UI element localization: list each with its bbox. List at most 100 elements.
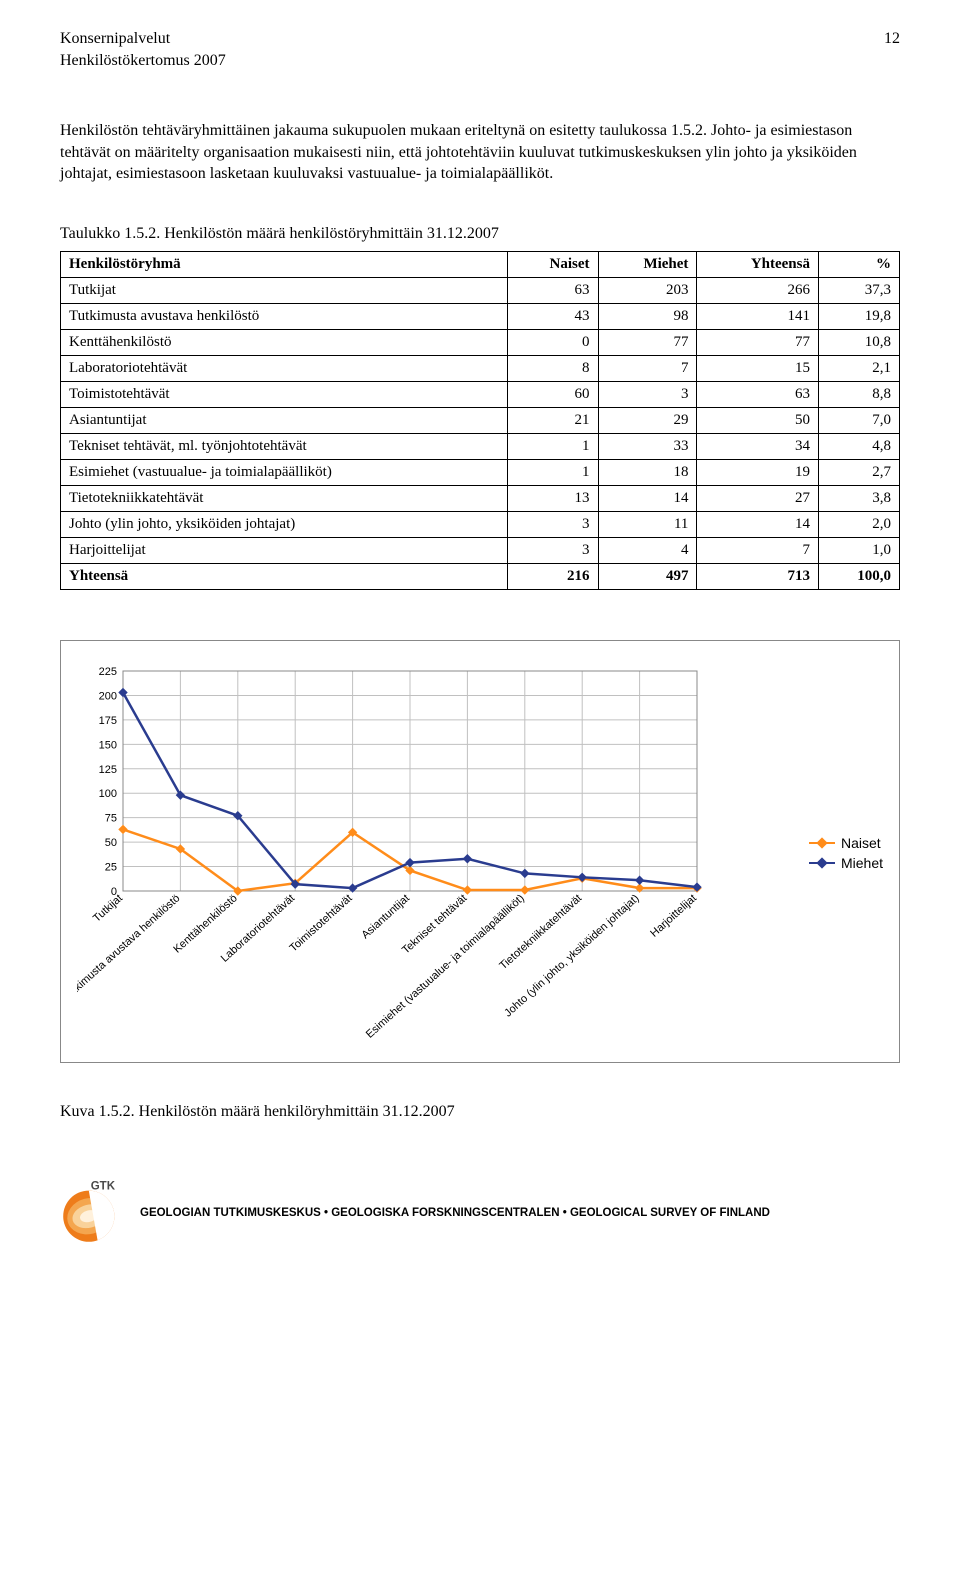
table-cell-value: 21 xyxy=(507,407,598,433)
table-cell-value: 33 xyxy=(598,433,697,459)
table-cell-value: 2,7 xyxy=(818,459,899,485)
table-cell-value: 14 xyxy=(697,511,819,537)
table-cell-value: 14 xyxy=(598,485,697,511)
svg-text:125: 125 xyxy=(99,764,117,776)
table-cell-value: 13 xyxy=(507,485,598,511)
table-cell-label: Tutkimusta avustava henkilöstö xyxy=(61,303,508,329)
table-header: % xyxy=(818,251,899,277)
table-header: Miehet xyxy=(598,251,697,277)
table-cell-value: 77 xyxy=(697,329,819,355)
table-cell-value: 2,1 xyxy=(818,355,899,381)
table-cell-label: Toimistotehtävät xyxy=(61,381,508,407)
chart-container: 0255075100125150175200225TutkijatTutkimu… xyxy=(60,640,900,1063)
svg-text:175: 175 xyxy=(99,715,117,727)
table-cell-label: Johto (ylin johto, yksiköiden johtajat) xyxy=(61,511,508,537)
doc-header-line2: Henkilöstökertomus 2007 xyxy=(60,52,900,70)
table-cell-value: 1 xyxy=(507,459,598,485)
svg-text:100: 100 xyxy=(99,788,117,800)
svg-text:75: 75 xyxy=(105,812,117,824)
page-number: 12 xyxy=(884,30,900,48)
table-cell-value: 8,8 xyxy=(818,381,899,407)
table-cell-value: 216 xyxy=(507,563,598,589)
table-cell-value: 3 xyxy=(507,537,598,563)
table-cell-value: 63 xyxy=(507,277,598,303)
personnel-table: HenkilöstöryhmäNaisetMiehetYhteensä% Tut… xyxy=(60,251,900,590)
x-axis-label: Harjoittelijat xyxy=(648,892,699,939)
doc-header-line1: Konsernipalvelut xyxy=(60,30,170,48)
table-row: Yhteensä216497713100,0 xyxy=(61,563,900,589)
table-cell-value: 203 xyxy=(598,277,697,303)
svg-text:225: 225 xyxy=(99,666,117,678)
table-cell-value: 19,8 xyxy=(818,303,899,329)
table-row: Johto (ylin johto, yksiköiden johtajat)3… xyxy=(61,511,900,537)
table-cell-value: 4 xyxy=(598,537,697,563)
x-axis-label: Tutkimusta avustava henkilöstö xyxy=(77,892,182,1003)
svg-text:150: 150 xyxy=(99,739,117,751)
table-row: Asiantuntijat2129507,0 xyxy=(61,407,900,433)
gtk-logo-icon: GTK xyxy=(60,1181,124,1245)
table-cell-value: 1 xyxy=(507,433,598,459)
table-cell-value: 4,8 xyxy=(818,433,899,459)
line-chart: 0255075100125150175200225TutkijatTutkimu… xyxy=(77,661,717,1041)
svg-text:50: 50 xyxy=(105,837,117,849)
table-cell-value: 19 xyxy=(697,459,819,485)
svg-text:25: 25 xyxy=(105,861,117,873)
table-cell-value: 10,8 xyxy=(818,329,899,355)
figure-caption: Kuva 1.5.2. Henkilöstön määrä henkilöryh… xyxy=(60,1103,900,1121)
table-cell-label: Asiantuntijat xyxy=(61,407,508,433)
table-cell-label: Kenttähenkilöstö xyxy=(61,329,508,355)
table-cell-value: 100,0 xyxy=(818,563,899,589)
table-cell-value: 1,0 xyxy=(818,537,899,563)
chart-legend: Naiset Miehet xyxy=(809,831,883,875)
table-cell-value: 63 xyxy=(697,381,819,407)
table-row: Tutkijat6320326637,3 xyxy=(61,277,900,303)
table-cell-value: 0 xyxy=(507,329,598,355)
x-axis-label: Asiantuntijat xyxy=(359,892,412,941)
table-cell-value: 18 xyxy=(598,459,697,485)
table-cell-label: Esimiehet (vastuualue- ja toimialapäälli… xyxy=(61,459,508,485)
legend-label-miehet: Miehet xyxy=(841,855,883,871)
x-axis-label: Toimistotehtävät xyxy=(288,892,355,954)
table-cell-value: 60 xyxy=(507,381,598,407)
table-cell-value: 713 xyxy=(697,563,819,589)
table-row: Esimiehet (vastuualue- ja toimialapäälli… xyxy=(61,459,900,485)
table-caption: Taulukko 1.5.2. Henkilöstön määrä henkil… xyxy=(60,225,900,243)
table-cell-label: Harjoittelijat xyxy=(61,537,508,563)
table-row: Laboratoriotehtävät87152,1 xyxy=(61,355,900,381)
table-cell-value: 7 xyxy=(598,355,697,381)
table-row: Harjoittelijat3471,0 xyxy=(61,537,900,563)
table-cell-value: 7,0 xyxy=(818,407,899,433)
table-cell-value: 34 xyxy=(697,433,819,459)
table-row: Tietotekniikkatehtävät1314273,8 xyxy=(61,485,900,511)
legend-marker-miehet xyxy=(809,862,835,864)
table-cell-label: Tutkijat xyxy=(61,277,508,303)
table-cell-value: 37,3 xyxy=(818,277,899,303)
table-cell-value: 3,8 xyxy=(818,485,899,511)
table-header: Yhteensä xyxy=(697,251,819,277)
table-cell-value: 50 xyxy=(697,407,819,433)
table-cell-value: 43 xyxy=(507,303,598,329)
svg-text:GTK: GTK xyxy=(91,1181,116,1192)
table-cell-label: Tekniset tehtävät, ml. työnjohtotehtävät xyxy=(61,433,508,459)
page-footer: GTK GEOLOGIAN TUTKIMUSKESKUS • GEOLOGISK… xyxy=(60,1181,900,1245)
table-cell-value: 27 xyxy=(697,485,819,511)
table-cell-value: 77 xyxy=(598,329,697,355)
table-cell-value: 8 xyxy=(507,355,598,381)
table-cell-value: 11 xyxy=(598,511,697,537)
table-cell-label: Tietotekniikkatehtävät xyxy=(61,485,508,511)
table-cell-label: Yhteensä xyxy=(61,563,508,589)
table-cell-value: 2,0 xyxy=(818,511,899,537)
intro-paragraph: Henkilöstön tehtäväryhmittäinen jakauma … xyxy=(60,120,900,185)
table-cell-value: 15 xyxy=(697,355,819,381)
table-header: Naiset xyxy=(507,251,598,277)
legend-marker-naiset xyxy=(809,842,835,844)
table-row: Tutkimusta avustava henkilöstö439814119,… xyxy=(61,303,900,329)
svg-text:200: 200 xyxy=(99,690,117,702)
table-cell-value: 3 xyxy=(598,381,697,407)
table-cell-label: Laboratoriotehtävät xyxy=(61,355,508,381)
legend-label-naiset: Naiset xyxy=(841,835,881,851)
table-cell-value: 29 xyxy=(598,407,697,433)
table-row: Kenttähenkilöstö0777710,8 xyxy=(61,329,900,355)
table-row: Toimistotehtävät603638,8 xyxy=(61,381,900,407)
table-cell-value: 3 xyxy=(507,511,598,537)
